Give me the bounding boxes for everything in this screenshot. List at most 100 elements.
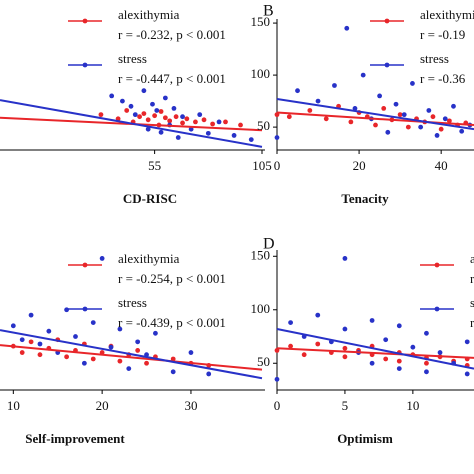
point bbox=[37, 341, 43, 347]
point bbox=[171, 105, 177, 111]
point bbox=[342, 256, 348, 261]
point bbox=[231, 133, 237, 138]
point bbox=[424, 360, 429, 366]
point bbox=[342, 326, 348, 332]
point bbox=[396, 358, 402, 364]
point bbox=[360, 72, 366, 78]
x-axis-title: Self-improvement bbox=[25, 431, 125, 446]
point bbox=[410, 81, 415, 86]
point bbox=[158, 129, 164, 135]
legend-marker bbox=[82, 62, 88, 68]
point bbox=[132, 112, 138, 118]
point bbox=[193, 119, 198, 125]
point bbox=[352, 105, 358, 111]
fit-line bbox=[276, 111, 474, 127]
legend-stat: r = -0.447, p < 0.001 bbox=[118, 71, 226, 86]
point bbox=[117, 326, 123, 332]
legend-stat: r = -0.439, p < 0.001 bbox=[118, 315, 226, 330]
point bbox=[158, 109, 164, 114]
point bbox=[19, 350, 25, 355]
point bbox=[446, 118, 452, 124]
point bbox=[216, 119, 222, 125]
legend-label: alexithymia bbox=[118, 251, 180, 266]
point bbox=[141, 111, 147, 116]
y-tick-label: 100 bbox=[251, 66, 271, 81]
point bbox=[64, 307, 70, 313]
point bbox=[201, 117, 207, 123]
point bbox=[145, 126, 151, 132]
point bbox=[98, 112, 104, 118]
point bbox=[393, 101, 399, 107]
point bbox=[288, 320, 293, 326]
point bbox=[301, 352, 307, 358]
x-tick-label: 55 bbox=[148, 158, 161, 173]
point bbox=[19, 337, 25, 343]
y-tick-label: 100 bbox=[251, 301, 271, 316]
fit-line bbox=[276, 347, 474, 359]
x-tick-label: 20 bbox=[96, 398, 109, 413]
legend-stat: r = -0. bbox=[470, 271, 474, 286]
point bbox=[464, 339, 470, 345]
legend-marker bbox=[82, 262, 88, 268]
point bbox=[109, 93, 115, 99]
x-tick-label: 30 bbox=[184, 398, 197, 413]
point bbox=[124, 108, 130, 113]
point bbox=[369, 318, 375, 323]
point bbox=[426, 108, 432, 113]
point bbox=[128, 103, 134, 109]
point bbox=[173, 114, 179, 120]
x-axis-title: CD-RISC bbox=[123, 191, 177, 206]
panel-letter: D bbox=[263, 236, 275, 253]
legend-stat: r = -0 bbox=[470, 315, 474, 330]
point bbox=[37, 352, 43, 358]
point bbox=[348, 119, 354, 125]
point bbox=[286, 114, 292, 120]
fit-line bbox=[0, 329, 263, 380]
point bbox=[430, 114, 436, 120]
point bbox=[383, 337, 389, 343]
point bbox=[135, 339, 141, 345]
point bbox=[210, 121, 216, 127]
point bbox=[295, 88, 300, 94]
point bbox=[120, 98, 125, 104]
point bbox=[81, 360, 87, 366]
point bbox=[162, 115, 168, 121]
point bbox=[188, 350, 194, 355]
legend-marker bbox=[434, 262, 440, 268]
point bbox=[205, 130, 211, 136]
point bbox=[342, 354, 348, 360]
x-tick-label: 20 bbox=[353, 158, 366, 173]
point bbox=[223, 119, 228, 125]
point bbox=[153, 330, 158, 336]
point bbox=[167, 118, 173, 124]
legend-stat: r = -0.254, p < 0.001 bbox=[118, 271, 226, 286]
point bbox=[307, 108, 313, 113]
x-tick-label: 105 bbox=[252, 158, 272, 173]
point bbox=[464, 371, 470, 377]
legend-label: stress bbox=[118, 295, 147, 310]
point bbox=[344, 25, 350, 31]
y-tick-label: 150 bbox=[251, 14, 271, 29]
point bbox=[28, 339, 34, 345]
legend-marker bbox=[384, 18, 390, 24]
point bbox=[170, 369, 176, 375]
point bbox=[424, 330, 429, 336]
legend-label: alexit bbox=[470, 251, 474, 266]
point bbox=[442, 116, 448, 122]
legend-label: stress bbox=[118, 51, 147, 66]
point bbox=[137, 114, 142, 120]
point bbox=[315, 98, 321, 104]
point bbox=[150, 101, 155, 107]
point bbox=[381, 105, 387, 111]
point bbox=[323, 116, 329, 122]
fit-line bbox=[276, 328, 474, 370]
x-tick-label: 10 bbox=[7, 398, 20, 413]
point bbox=[108, 344, 114, 350]
point bbox=[46, 328, 52, 334]
point bbox=[73, 334, 78, 339]
point bbox=[274, 135, 280, 140]
x-axis-title: Optimism bbox=[337, 431, 393, 446]
legend-label: alexithymia bbox=[420, 7, 474, 22]
point bbox=[424, 369, 429, 375]
